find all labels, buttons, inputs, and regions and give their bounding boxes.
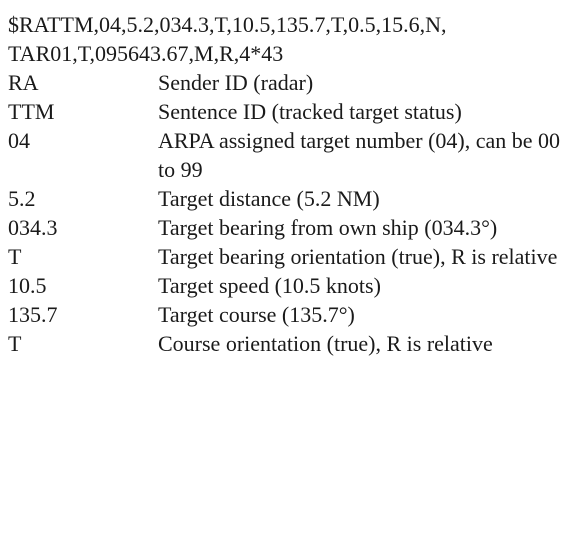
nmea-sentence-line-1: $RATTM,04,5.2,034.3,T,10.5,135.7,T,0.5,1… [8,12,447,37]
field-row: 135.7 Target course (135.7°) [8,300,566,329]
field-row: 10.5 Target speed (10.5 knots) [8,271,566,300]
field-description: ARPA assigned target number (04), can be… [158,128,561,182]
field-code: 5.2 [8,186,36,211]
field-code: 034.3 [8,215,58,240]
field-row: 034.3 Target bearing from own ship (034.… [8,213,566,242]
field-code: T [8,331,22,356]
field-description: Target bearing orientation (true), R is … [158,244,558,269]
field-description: Target speed (10.5 knots) [158,273,381,298]
field-description: Sentence ID (tracked target status) [158,99,462,124]
field-table: RA Sender ID (radar) TTM Sentence ID (tr… [8,68,566,358]
field-description: Sender ID (radar) [158,70,314,95]
field-description: Target distance (5.2 NM) [158,186,380,211]
field-row: TTM Sentence ID (tracked target status) [8,97,566,126]
nmea-sentence: $RATTM,04,5.2,034.3,T,10.5,135.7,T,0.5,1… [8,10,566,68]
field-code: TTM [8,99,55,124]
document-page: $RATTM,04,5.2,034.3,T,10.5,135.7,T,0.5,1… [8,10,566,358]
field-row: T Course orientation (true), R is relati… [8,329,566,358]
field-row: 04 ARPA assigned target number (04), can… [8,126,566,184]
field-code: T [8,244,22,269]
field-row: RA Sender ID (radar) [8,68,566,97]
nmea-sentence-line-2: TAR01,T,095643.67,M,R,4*43 [8,41,284,66]
field-row: 5.2 Target distance (5.2 NM) [8,184,566,213]
field-description: Course orientation (true), R is relative [158,331,493,356]
field-code: 04 [8,128,30,153]
field-code: RA [8,70,39,95]
field-description: Target bearing from own ship (034.3°) [158,215,498,240]
field-code: 135.7 [8,302,58,327]
field-code: 10.5 [8,273,47,298]
field-row: T Target bearing orientation (true), R i… [8,242,566,271]
field-description: Target course (135.7°) [158,302,355,327]
